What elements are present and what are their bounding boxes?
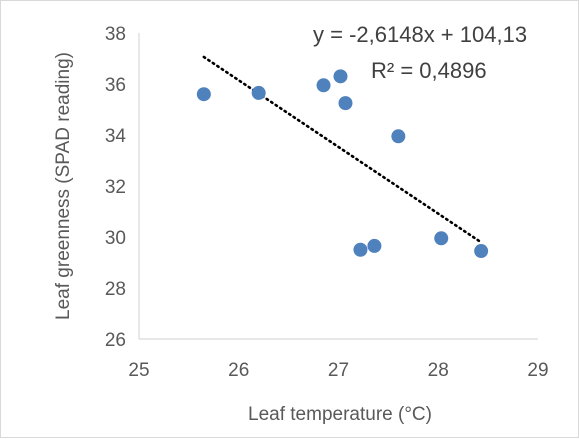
y-axis-title: Leaf greenness (SPAD reading) bbox=[53, 52, 74, 320]
x-tick-label: 28 bbox=[428, 360, 449, 381]
axes bbox=[138, 33, 538, 340]
y-tick-label: 36 bbox=[105, 75, 126, 96]
y-tick-label: 26 bbox=[105, 330, 126, 351]
x-tick-label: 27 bbox=[328, 360, 349, 381]
x-axis-title: Leaf temperature (°C) bbox=[248, 404, 432, 425]
trendline-equation: y = -2,6148x + 104,13 bbox=[313, 22, 527, 47]
trendline bbox=[202, 55, 483, 244]
data-points bbox=[196, 69, 489, 259]
data-point bbox=[474, 244, 489, 259]
data-point bbox=[333, 69, 348, 84]
data-point bbox=[391, 129, 406, 144]
data-point bbox=[316, 78, 331, 93]
y-tick-label: 30 bbox=[105, 228, 126, 249]
x-tick-label: 26 bbox=[228, 360, 249, 381]
y-tick-label: 32 bbox=[105, 177, 126, 198]
y-tick-label: 28 bbox=[105, 279, 126, 300]
x-tick-label: 25 bbox=[128, 360, 149, 381]
data-point bbox=[353, 242, 368, 257]
y-tick-label: 34 bbox=[105, 126, 127, 147]
x-tick-label: 29 bbox=[527, 360, 548, 381]
r-squared-label: R² = 0,4896 bbox=[371, 58, 487, 83]
x-tick-labels: 25 26 27 28 29 bbox=[128, 360, 548, 381]
y-tick-label: 38 bbox=[105, 24, 126, 45]
y-tick-labels: 26 28 30 32 34 36 38 bbox=[105, 24, 127, 351]
data-point bbox=[434, 231, 449, 246]
data-point bbox=[251, 85, 266, 100]
trendline-group bbox=[202, 55, 483, 244]
data-point bbox=[367, 238, 382, 253]
data-point bbox=[338, 96, 353, 111]
data-point bbox=[196, 87, 211, 102]
